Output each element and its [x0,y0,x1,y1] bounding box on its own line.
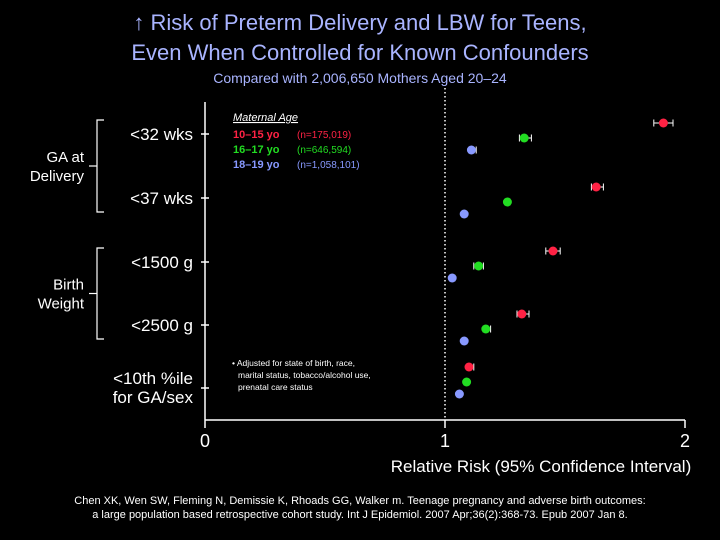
data-point [454,389,464,399]
group-label: Birth [53,277,84,294]
subtitle: Compared with 2,006,650 Mothers Aged 20–… [213,70,507,86]
data-point [481,324,491,334]
legend-series-name: 10–15 yo [233,129,280,141]
x-tick-label: 2 [680,431,690,451]
data-point [459,209,469,219]
outcome-label: <10th %ile [113,369,193,388]
data-point [474,261,484,271]
legend-series-n: (n=1,058,101) [297,160,360,171]
citation-line: Chen XK, Wen SW, Fleming N, Demissie K, … [74,495,646,507]
footnote-line: prenatal care status [238,382,313,392]
legend-series-n: (n=175,019) [297,130,351,141]
citation-line: a large population based retrospective c… [92,509,628,521]
data-point [517,309,527,319]
outcome-label: <32 wks [130,125,193,144]
data-point [591,182,601,192]
footnote-line: marital status, tobacco/alcohol use, [238,370,371,380]
group-label: Weight [38,296,85,313]
outcome-label: <37 wks [130,189,193,208]
group-label: Delivery [30,168,85,185]
group-label: GA at [46,149,84,166]
data-point [459,336,469,346]
citation: Chen XK, Wen SW, Fleming N, Demissie K, … [20,494,700,522]
legend-title: Maternal Age [233,112,298,124]
footnote-line: • Adjusted for state of birth, race, [232,358,355,368]
group-bracket [96,247,104,340]
legend-series-name: 18–19 yo [233,159,280,171]
legend-series-n: (n=646,594) [297,145,351,156]
data-point [658,118,668,128]
outcome-label: <1500 g [131,253,193,272]
x-axis-title: Relative Risk (95% Confidence Interval) [391,457,691,476]
outcome-label: <2500 g [131,316,193,335]
data-point [464,362,474,372]
data-point [519,133,529,143]
x-tick-label: 1 [440,431,450,451]
x-tick-label: 0 [200,431,210,451]
group-bracket [96,119,104,213]
outcome-label: for GA/sex [113,388,194,407]
data-point [466,145,476,155]
adjustment-footnote: • Adjusted for state of birth, race, mar… [232,357,371,393]
legend-series-name: 16–17 yo [233,144,280,156]
data-point [502,197,512,207]
title-line-2: Even When Controlled for Known Confounde… [131,40,589,65]
data-point [447,273,457,283]
title-line-1: ↑ Risk of Preterm Delivery and LBW for T… [133,10,587,35]
data-point [548,246,558,256]
data-point [462,377,472,387]
